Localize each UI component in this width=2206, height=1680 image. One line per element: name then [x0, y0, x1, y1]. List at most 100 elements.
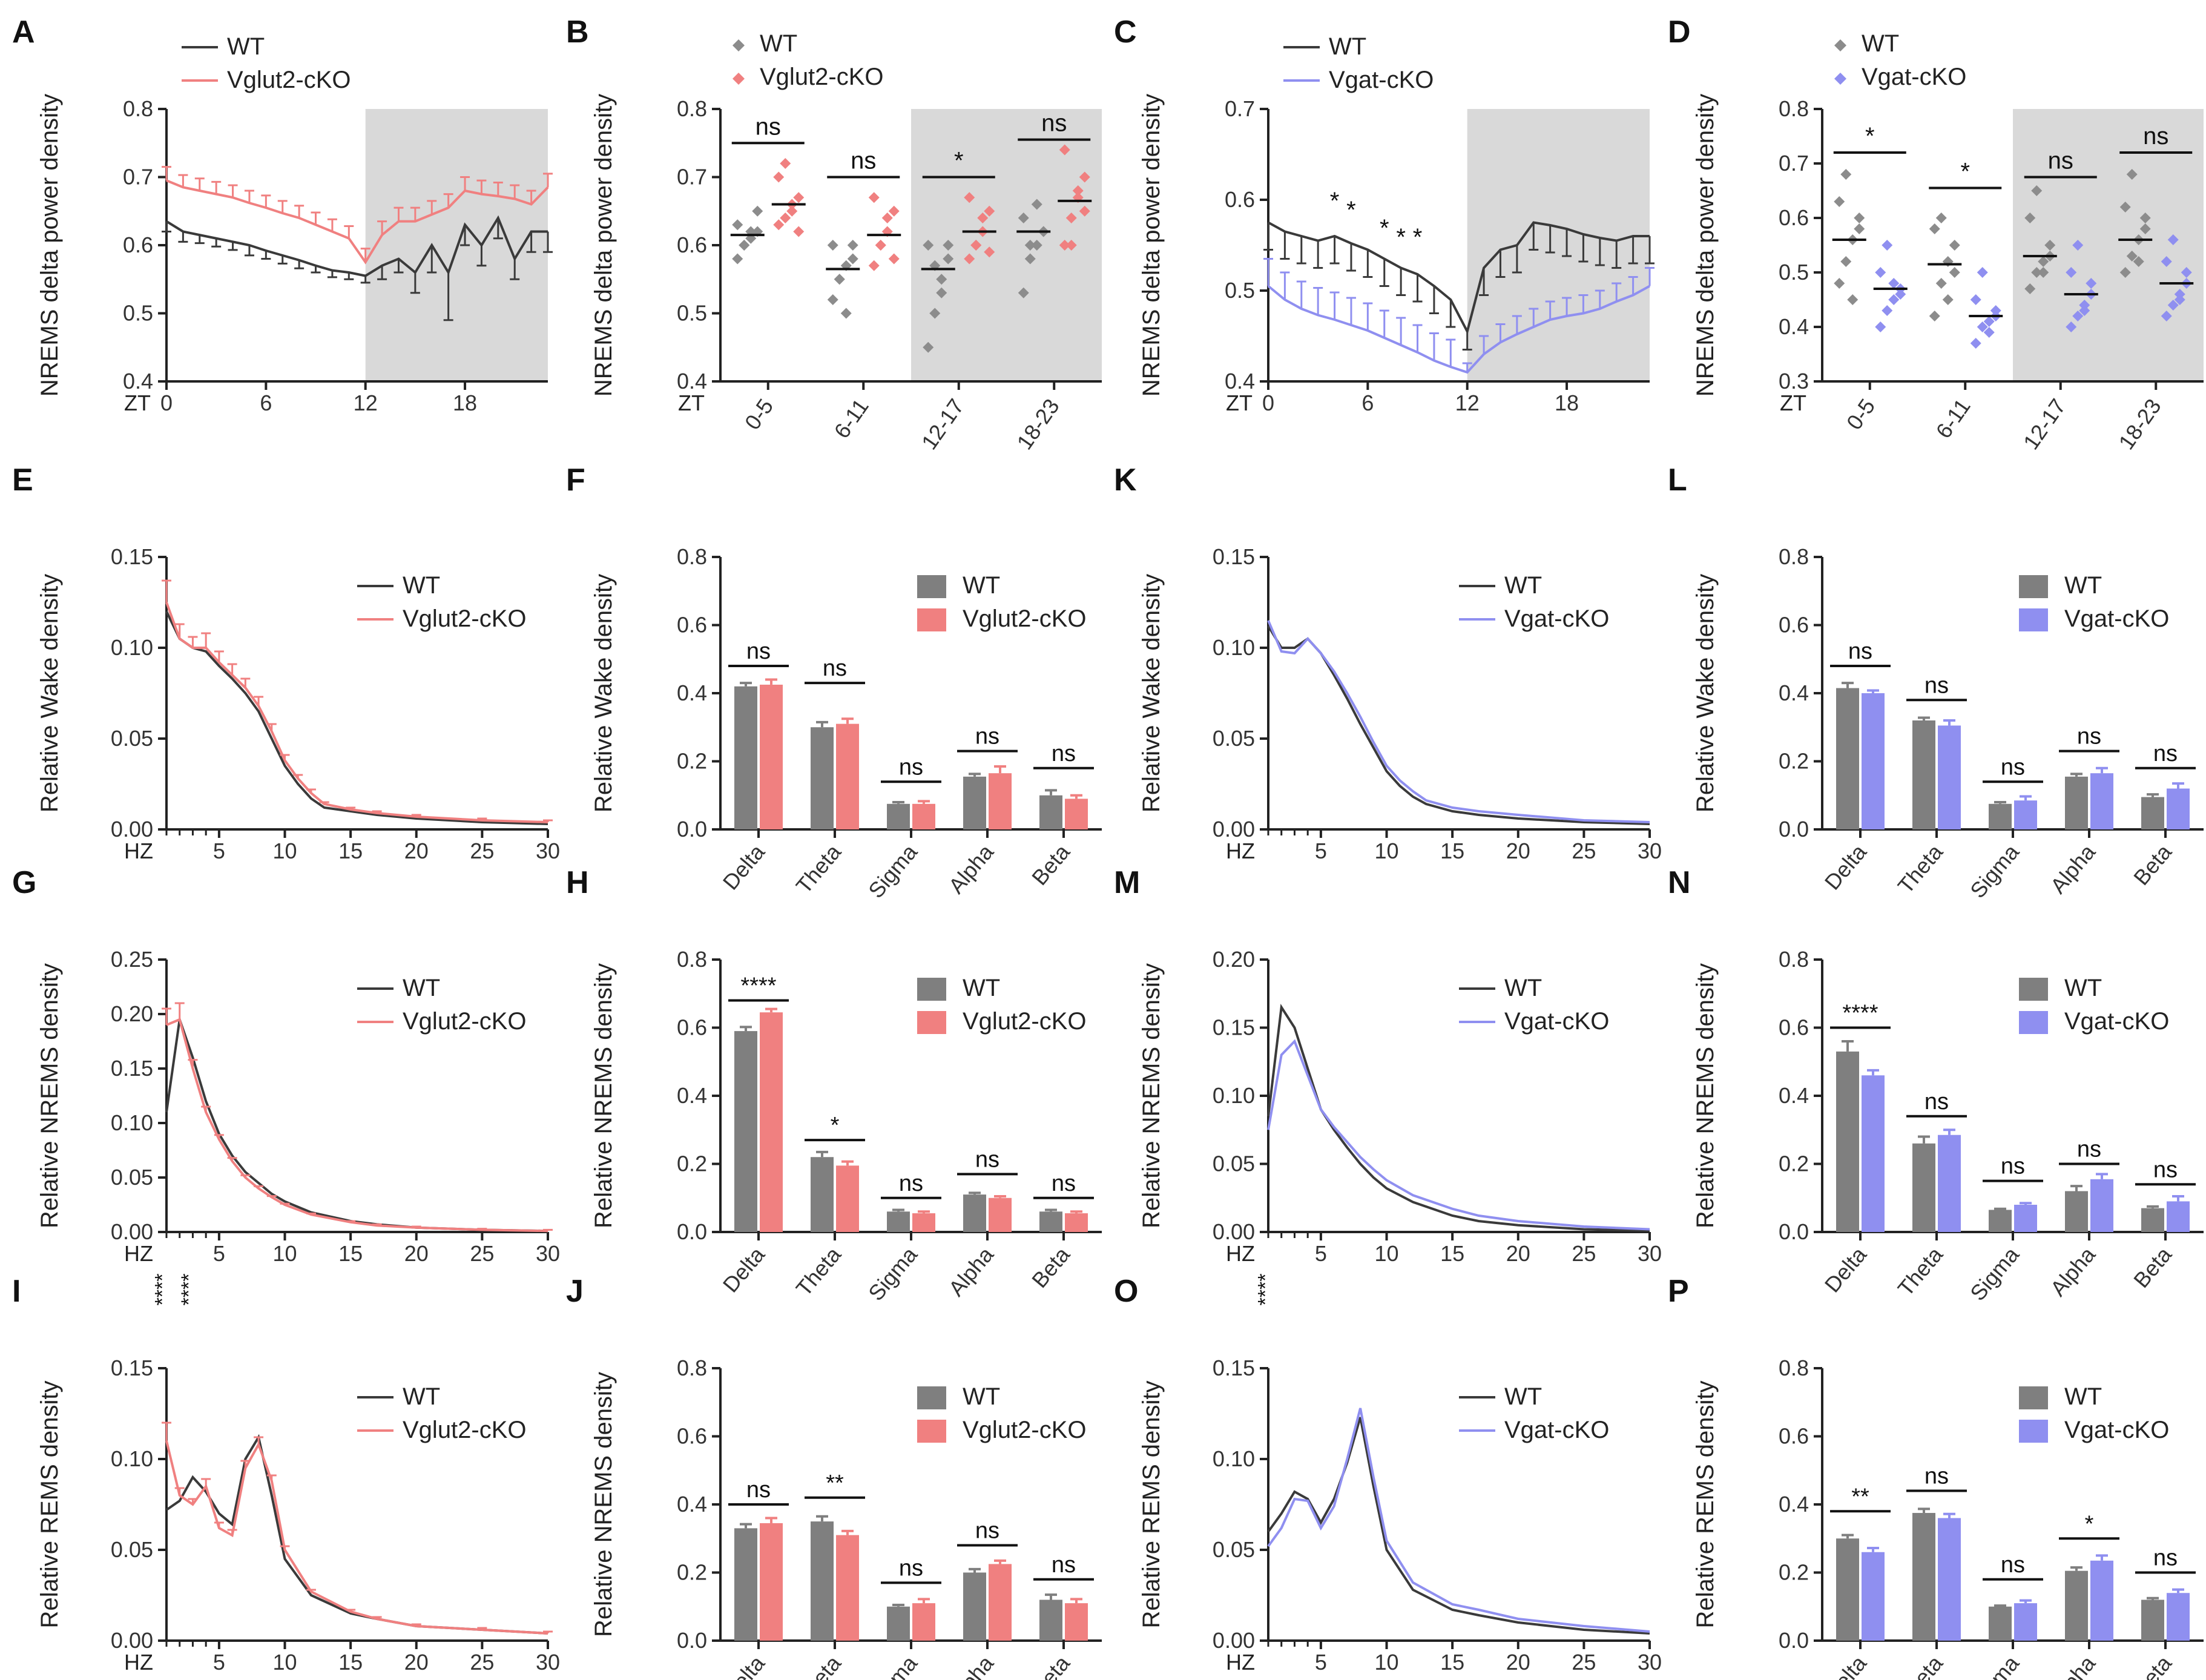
- x-tick-label: 30: [1638, 1241, 1662, 1266]
- series-line: [165, 1019, 548, 1233]
- significance-label: ns: [851, 148, 876, 174]
- y-axis-label: Relative NREMS density: [1692, 963, 1719, 1228]
- x-tick-label: 10: [272, 838, 297, 863]
- data-point: [2086, 278, 2097, 289]
- significance-label: ns: [899, 754, 923, 780]
- x-tick-label: Delta: [1820, 1650, 1872, 1680]
- data-point: [2044, 240, 2056, 251]
- significance-label: ns: [2048, 148, 2073, 174]
- bar: [2141, 1208, 2164, 1232]
- data-point: [1882, 240, 1893, 251]
- legend-label: Vglut2-cKO: [403, 1008, 527, 1035]
- x-tick-label: 6-11: [1931, 394, 1975, 443]
- bar: [1065, 1603, 1088, 1641]
- significance-label: ****: [740, 973, 776, 999]
- x-tick-label: 20: [1506, 1241, 1530, 1266]
- data-point: [1065, 240, 1077, 251]
- data-point: [1059, 144, 1070, 156]
- y-tick-label: 0.20: [111, 1001, 153, 1026]
- x-tick-label: Alpha: [2046, 1650, 2101, 1680]
- x-tick-label: 12: [354, 390, 378, 415]
- y-tick-label: 0.15: [1213, 1015, 1255, 1040]
- data-point: [1024, 253, 1036, 265]
- legend-swatch: [917, 1011, 946, 1034]
- y-tick-label: 0.4: [123, 369, 153, 394]
- y-tick-label: 0.05: [1213, 1537, 1255, 1562]
- x-tick-label: Sigma: [1965, 839, 2024, 903]
- data-point: [1970, 294, 1981, 305]
- dark-phase-shade: [1467, 109, 1650, 381]
- x-tick-label: Beta: [1027, 1242, 1075, 1293]
- significance-label: ns: [2001, 1552, 2025, 1578]
- data-point: [1888, 278, 1900, 289]
- bar: [1836, 688, 1859, 829]
- data-point: [1072, 185, 1084, 196]
- data-point: [1079, 205, 1090, 217]
- y-tick-label: 0.6: [677, 1424, 707, 1449]
- chart-panel-D: 0.3 0.4 0.5 0.6 0.7 0.8 NREMS delta power dens…: [1668, 15, 2204, 454]
- x-tick-label: 15: [338, 1650, 363, 1675]
- bar: [1912, 720, 1935, 829]
- y-tick-label: 0.4: [1779, 1083, 1809, 1108]
- y-tick-label: 0.8: [1779, 544, 1809, 569]
- y-axis-label: Relative REMS density: [36, 1380, 63, 1628]
- legend-label: WT: [1329, 33, 1366, 60]
- panel-letter: H: [566, 865, 589, 900]
- x-tick-label: 30: [1638, 838, 1662, 863]
- bar: [1862, 693, 1885, 829]
- bar: [2014, 800, 2037, 829]
- data-point: [1018, 287, 1029, 298]
- data-point: [2024, 283, 2036, 294]
- data-point: [827, 240, 838, 251]
- data-point: [780, 158, 791, 169]
- panel-letter: A: [12, 15, 35, 50]
- significance-label: ns: [1924, 1089, 1949, 1115]
- y-tick-label: 0.8: [677, 1356, 707, 1380]
- legend-marker: [733, 73, 745, 85]
- data-point: [1840, 256, 1852, 267]
- data-point: [936, 274, 947, 285]
- x-tick-label: 18-23: [2113, 394, 2165, 454]
- y-tick-label: 0.8: [1779, 96, 1809, 121]
- series-line: [165, 602, 548, 823]
- legend-swatch: [2019, 978, 2048, 1001]
- data-point: [943, 253, 954, 265]
- x-axis-prefix: HZ: [124, 838, 153, 863]
- bar: [2065, 1570, 2088, 1641]
- data-point: [827, 294, 838, 305]
- chart-panel-E: 0.00 0.05 0.10 0.15 Relative Wake density E HZ…: [12, 463, 560, 863]
- y-tick-label: 0.7: [677, 165, 707, 189]
- significance-label: ns: [899, 1171, 923, 1196]
- x-tick-label: 6: [1361, 390, 1374, 415]
- legend-label: WT: [760, 30, 797, 57]
- x-tick-label: 30: [1638, 1650, 1662, 1675]
- data-point: [1079, 171, 1090, 183]
- bar: [2090, 773, 2113, 829]
- significance-mark: ****: [177, 1274, 200, 1306]
- chart-panel-B: 0.4 0.5 0.6 0.7 0.8 NREMS delta power density…: [566, 15, 1102, 454]
- legend-label: Vgat-cKO: [2064, 605, 2169, 632]
- significance-label: *: [1960, 159, 1970, 185]
- y-tick-label: 0.15: [111, 1356, 153, 1380]
- x-axis-prefix: ZT: [124, 390, 151, 415]
- y-tick-label: 0.2: [1779, 749, 1809, 774]
- bar: [1065, 799, 1088, 829]
- bar: [989, 773, 1012, 829]
- bar: [887, 1606, 910, 1641]
- significance-label: ns: [899, 1555, 923, 1581]
- data-point: [888, 253, 900, 265]
- data-point: [888, 205, 900, 217]
- chart-panel-C: 0.4 0.5 0.6 0.7 NREMS delta power density C ZT…: [1114, 15, 1654, 415]
- data-point: [1888, 294, 1900, 305]
- legend-label: Vglut2-cKO: [227, 67, 351, 93]
- bar: [2167, 1201, 2190, 1232]
- data-point: [1834, 278, 1845, 289]
- data-point: [773, 219, 785, 231]
- data-point: [2079, 305, 2090, 316]
- y-tick-label: 0.4: [1779, 314, 1809, 339]
- legend-label: Vgat-cKO: [1329, 67, 1434, 93]
- data-point: [1983, 316, 1995, 327]
- legend-label: Vgat-cKO: [2064, 1417, 2169, 1443]
- x-tick-label: 5: [213, 1650, 225, 1675]
- bar: [1836, 1051, 1859, 1232]
